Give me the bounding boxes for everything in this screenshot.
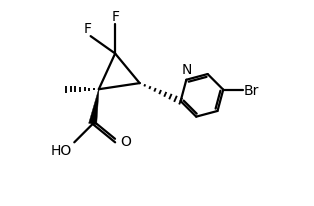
Text: O: O bbox=[120, 135, 131, 149]
Text: Br: Br bbox=[244, 83, 259, 97]
Text: F: F bbox=[84, 22, 92, 36]
Polygon shape bbox=[89, 90, 99, 125]
Text: F: F bbox=[111, 10, 119, 24]
Text: HO: HO bbox=[51, 144, 72, 158]
Text: N: N bbox=[181, 62, 192, 76]
